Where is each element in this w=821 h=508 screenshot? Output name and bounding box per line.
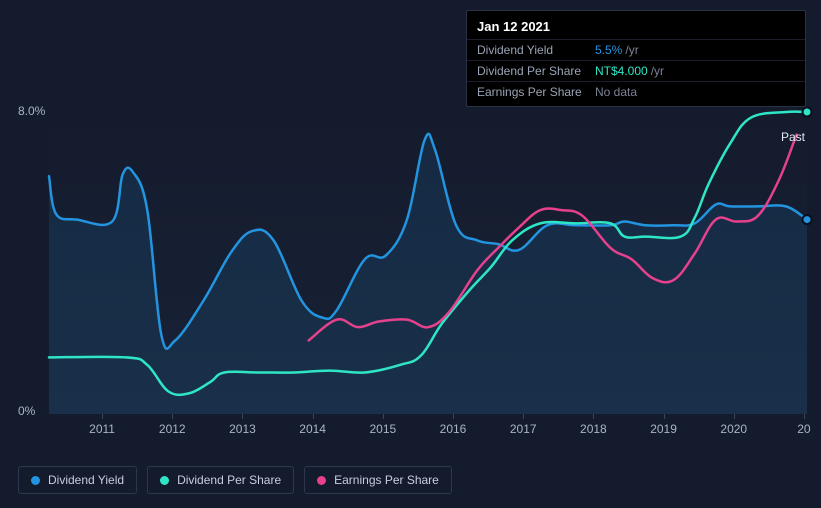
tooltip-row: Dividend Yield5.5%/yr	[467, 39, 805, 60]
legend-item[interactable]: Dividend Per Share	[147, 466, 294, 494]
x-tick-label: 2011	[89, 422, 115, 436]
legend-dot-icon	[31, 476, 40, 485]
tooltip-row-label: Dividend Yield	[477, 43, 595, 57]
x-tick-label: 2013	[229, 422, 256, 436]
legend-item[interactable]: Earnings Per Share	[304, 466, 452, 494]
x-tick-mark	[102, 414, 103, 419]
tooltip-row-label: Dividend Per Share	[477, 64, 595, 78]
legend-item-label: Dividend Per Share	[177, 473, 281, 487]
y-axis-min-label: 0%	[18, 404, 35, 418]
tooltip-row-label: Earnings Per Share	[477, 85, 595, 99]
tooltip-row-unit: /yr	[625, 43, 638, 57]
x-tick-mark	[664, 414, 665, 419]
legend-item-label: Dividend Yield	[48, 473, 124, 487]
tooltip-row-unit: /yr	[651, 64, 664, 78]
series-end-marker-dividend_yield	[803, 215, 812, 224]
x-axis: 2011201220132014201520162017201820192020…	[67, 422, 821, 442]
x-tick-mark	[593, 414, 594, 419]
tooltip: Jan 12 2021 Dividend Yield5.5%/yrDividen…	[466, 10, 806, 107]
legend-dot-icon	[160, 476, 169, 485]
legend-dot-icon	[317, 476, 326, 485]
x-tick-mark	[734, 414, 735, 419]
x-tick-mark	[242, 414, 243, 419]
series-end-marker-dividend_per_share	[803, 108, 812, 117]
tooltip-row: Earnings Per ShareNo data	[467, 81, 805, 102]
tooltip-row: Dividend Per ShareNT$4.000/yr	[467, 60, 805, 81]
x-tick-label: 2012	[159, 422, 186, 436]
legend-item-label: Earnings Per Share	[334, 473, 439, 487]
x-tick-label: 2014	[299, 422, 326, 436]
x-tick-mark	[523, 414, 524, 419]
x-tick-label: 2017	[510, 422, 537, 436]
x-tick-label: 2015	[369, 422, 396, 436]
tooltip-title: Jan 12 2021	[467, 15, 805, 39]
series-layer	[49, 112, 807, 414]
y-axis-max-label: 8.0%	[18, 104, 45, 118]
series-area-dividend_yield	[49, 134, 807, 414]
x-tick-label: 2019	[650, 422, 677, 436]
x-tick-label: 2016	[440, 422, 467, 436]
x-tick-label: 20	[797, 422, 810, 436]
tooltip-row-value: 5.5%	[595, 43, 622, 57]
legend: Dividend Yield Dividend Per Share Earnings…	[18, 466, 452, 494]
x-tick-mark	[804, 414, 805, 419]
x-tick-mark	[453, 414, 454, 419]
tooltip-row-value: NT$4.000	[595, 64, 648, 78]
x-tick-label: 2018	[580, 422, 607, 436]
past-label: Past	[781, 130, 805, 144]
x-tick-mark	[313, 414, 314, 419]
x-tick-label: 2020	[720, 422, 747, 436]
tooltip-row-value: No data	[595, 85, 637, 99]
legend-item[interactable]: Dividend Yield	[18, 466, 137, 494]
x-tick-mark	[172, 414, 173, 419]
x-tick-mark	[383, 414, 384, 419]
